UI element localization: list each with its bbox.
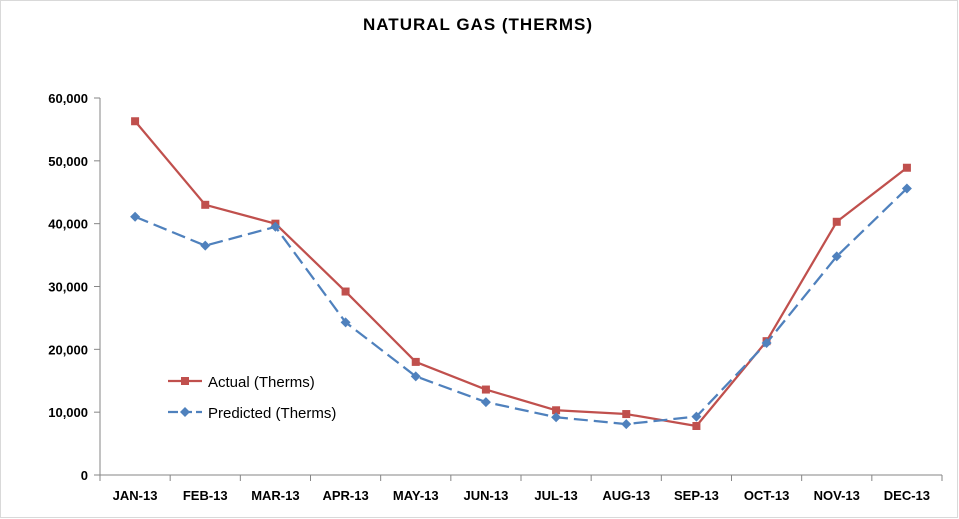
legend-label: Predicted (Therms) (208, 405, 336, 422)
legend-marker (181, 377, 189, 385)
data-point (761, 338, 772, 349)
data-point (621, 419, 632, 430)
data-point (551, 412, 562, 423)
data-point (691, 411, 702, 422)
x-tick-label: NOV-13 (814, 488, 860, 503)
y-tick-label: 40,000 (48, 217, 88, 232)
data-point (130, 211, 141, 222)
legend: Actual (Therms) Predicted (Therms) (168, 374, 336, 422)
data-point (340, 317, 351, 328)
chart-title: NATURAL GAS (THERMS) (363, 15, 593, 34)
data-point (831, 251, 842, 262)
data-point (270, 221, 281, 232)
x-tick-label: FEB-13 (183, 488, 228, 503)
y-tick-label: 20,000 (48, 342, 88, 357)
data-point (411, 357, 420, 366)
y-tick-label: 0 (81, 468, 88, 483)
series-actual (131, 117, 911, 430)
y-tick-label: 60,000 (48, 91, 88, 106)
data-point (200, 240, 211, 251)
data-point (410, 371, 421, 382)
x-tick-label: JUL-13 (534, 488, 577, 503)
x-tick-label: SEP-13 (674, 488, 719, 503)
y-tick-label: 50,000 (48, 154, 88, 169)
x-tick-label: DEC-13 (884, 488, 930, 503)
data-point (832, 217, 841, 226)
y-tick-label: 10,000 (48, 405, 88, 420)
data-point (201, 200, 210, 209)
series-line (134, 187, 908, 426)
data-point (341, 287, 350, 296)
data-point (692, 421, 701, 430)
data-point (480, 397, 491, 408)
x-tick-label: JUN-13 (464, 488, 509, 503)
series-line (134, 120, 908, 428)
data-point (901, 183, 912, 194)
x-tick-label: MAR-13 (251, 488, 299, 503)
data-point (552, 406, 561, 415)
series-layer (130, 117, 912, 430)
legend-marker (180, 407, 190, 417)
legend-label: Actual (Therms) (208, 374, 315, 391)
x-tick-label: AUG-13 (602, 488, 650, 503)
x-tick-label: APR-13 (322, 488, 368, 503)
x-tick-label: JAN-13 (113, 488, 158, 503)
x-tick-label: OCT-13 (744, 488, 790, 503)
axes: 0 10,000 20,000 30,000 40,000 50,000 60,000 JAN… (48, 91, 943, 503)
data-point (131, 117, 140, 126)
series-predicted (130, 183, 912, 430)
data-point (481, 385, 490, 394)
y-tick-label: 30,000 (48, 280, 88, 295)
data-point (902, 163, 911, 172)
x-tick-label: MAY-13 (393, 488, 439, 503)
data-point (622, 410, 631, 419)
